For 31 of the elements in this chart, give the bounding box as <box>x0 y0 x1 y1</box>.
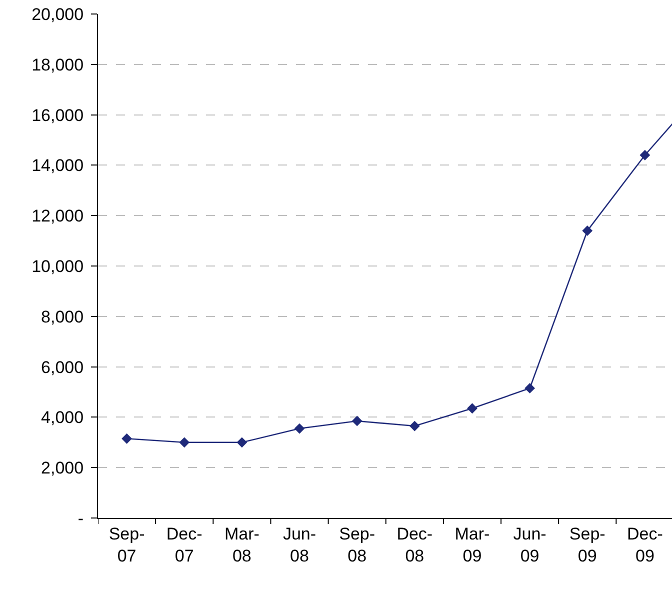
point <box>294 423 305 434</box>
y-tick-label: 8,000 <box>41 307 84 326</box>
y-tick-label: - <box>78 508 84 528</box>
point <box>467 403 478 414</box>
x-tick-label: Sep- 08 <box>339 524 376 566</box>
x-tick-label: Dec- 09 <box>626 524 663 566</box>
x-tick-label: Mar- 09 <box>454 524 490 566</box>
point <box>352 416 362 426</box>
y-tick-label: 20,000 <box>32 4 84 24</box>
point <box>236 437 248 448</box>
x-tick-label: Sep- 07 <box>108 524 145 566</box>
x-tick-label: Mar- 08 <box>224 524 260 566</box>
x-tick-label: Jun- 09 <box>513 524 546 566</box>
point <box>179 437 190 448</box>
point <box>640 150 650 160</box>
y-tick-label: 6,000 <box>41 358 84 377</box>
y-tick-label: 14,000 <box>32 156 84 176</box>
y-tick-label: 12,000 <box>32 206 84 226</box>
y-tick-label: 18,000 <box>32 55 84 74</box>
y-tick-label: 16,000 <box>32 106 84 125</box>
x-tick-label: Sep- 09 <box>569 524 606 566</box>
x-tick-label: Jun- 08 <box>282 524 316 566</box>
point <box>524 383 535 394</box>
x-tick-label: Dec- 08 <box>396 524 433 566</box>
point <box>122 433 132 444</box>
y-tick-label: 2,000 <box>41 458 84 478</box>
point <box>582 226 593 236</box>
point <box>409 420 420 432</box>
x-tick-label: Dec- 07 <box>166 524 202 566</box>
y-tick-label: 10,000 <box>32 256 84 276</box>
y-tick-label: 4,000 <box>41 408 84 428</box>
